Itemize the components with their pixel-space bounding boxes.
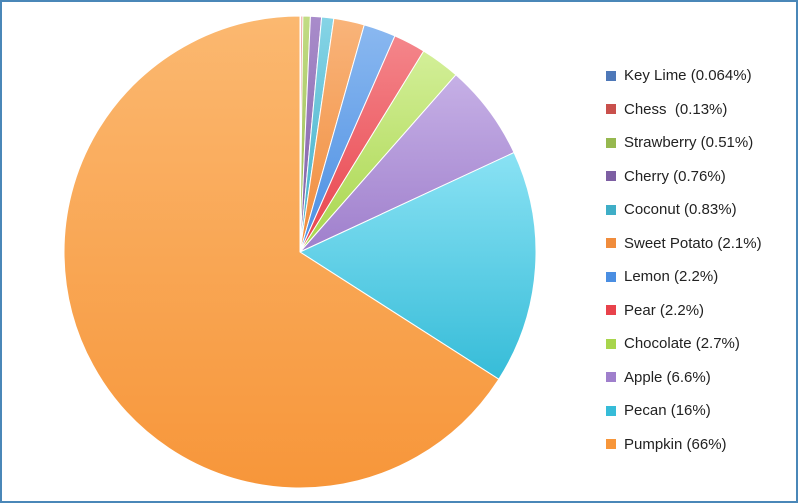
legend-label: Pumpkin (66%) xyxy=(624,435,727,453)
legend-swatch xyxy=(606,439,616,450)
legend-label: Sweet Potato (2.1%) xyxy=(624,234,762,252)
legend-label: Cherry (0.76%) xyxy=(624,167,726,185)
legend-item-sweet-potato: Sweet Potato (2.1%) xyxy=(606,227,791,261)
legend-label: Lemon (2.2%) xyxy=(624,268,719,286)
legend-swatch xyxy=(606,204,616,215)
legend-item-pear: Pear (2.2%) xyxy=(606,294,791,328)
legend-swatch xyxy=(606,405,616,416)
legend-item-cherry: Cherry (0.76%) xyxy=(606,160,791,194)
legend-item-apple: Apple (6.6%) xyxy=(606,361,791,395)
legend-label: Apple (6.6%) xyxy=(624,368,711,386)
legend-swatch xyxy=(606,338,616,349)
legend-label: Pear (2.2%) xyxy=(624,301,705,319)
legend-label: Chess (0.13%) xyxy=(624,100,728,118)
legend-swatch xyxy=(606,70,616,81)
legend-swatch xyxy=(606,238,616,249)
legend-item-chocolate: Chocolate (2.7%) xyxy=(606,327,791,361)
legend-swatch xyxy=(606,372,616,383)
legend-swatch xyxy=(606,305,616,316)
legend-label: Pecan (16%) xyxy=(624,402,711,420)
legend-swatch xyxy=(606,137,616,148)
legend-swatch xyxy=(606,171,616,182)
legend-item-pumpkin: Pumpkin (66%) xyxy=(606,428,791,462)
legend-item-pecan: Pecan (16%) xyxy=(606,394,791,428)
legend-item-coconut: Coconut (0.83%) xyxy=(606,193,791,227)
legend-swatch xyxy=(606,271,616,282)
legend-label: Key Lime (0.064%) xyxy=(624,67,752,85)
legend-label: Coconut (0.83%) xyxy=(624,201,737,219)
legend-swatch xyxy=(606,104,616,115)
legend-item-chess: Chess (0.13%) xyxy=(606,93,791,127)
legend-label: Chocolate (2.7%) xyxy=(624,335,740,353)
legend: Key Lime (0.064%) Chess (0.13%) Strawber… xyxy=(606,59,791,461)
legend-item-key-lime: Key Lime (0.064%) xyxy=(606,59,791,93)
pie-slice-pumpkin xyxy=(63,15,500,489)
legend-item-lemon: Lemon (2.2%) xyxy=(606,260,791,294)
pie-slice-pecan xyxy=(298,151,537,380)
legend-item-strawberry: Strawberry (0.51%) xyxy=(606,126,791,160)
legend-label: Strawberry (0.51%) xyxy=(624,134,754,152)
